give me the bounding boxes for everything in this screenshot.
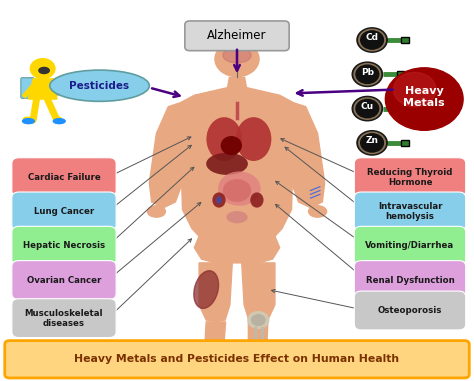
Text: Cd: Cd <box>365 33 379 42</box>
Polygon shape <box>149 103 182 208</box>
Polygon shape <box>205 322 226 354</box>
Circle shape <box>352 96 383 121</box>
Circle shape <box>356 99 379 118</box>
Text: Lung Cancer: Lung Cancer <box>34 207 94 216</box>
Text: Heavy
Metals: Heavy Metals <box>403 86 445 108</box>
FancyBboxPatch shape <box>185 21 289 51</box>
Text: Musculoskeletal
diseases: Musculoskeletal diseases <box>25 309 103 328</box>
FancyBboxPatch shape <box>5 341 469 378</box>
Polygon shape <box>194 236 280 263</box>
Text: Hepatic Necrosis: Hepatic Necrosis <box>23 241 105 250</box>
Ellipse shape <box>147 206 165 217</box>
Circle shape <box>359 132 385 154</box>
Circle shape <box>356 65 379 83</box>
Circle shape <box>385 68 463 130</box>
Ellipse shape <box>250 192 264 208</box>
Ellipse shape <box>104 88 123 98</box>
Ellipse shape <box>223 48 251 63</box>
FancyBboxPatch shape <box>354 291 465 330</box>
FancyBboxPatch shape <box>12 261 116 299</box>
Polygon shape <box>175 88 299 126</box>
FancyBboxPatch shape <box>12 192 116 231</box>
FancyBboxPatch shape <box>12 226 116 265</box>
Text: Renal Dysfunction: Renal Dysfunction <box>365 275 455 285</box>
Text: Pb: Pb <box>361 67 374 77</box>
FancyBboxPatch shape <box>354 261 465 299</box>
Ellipse shape <box>236 117 271 161</box>
FancyBboxPatch shape <box>12 299 116 338</box>
Ellipse shape <box>218 171 261 206</box>
Circle shape <box>359 29 385 51</box>
Text: Heavy Metals and Pesticides Effect on Human Health: Heavy Metals and Pesticides Effect on Hu… <box>74 354 400 364</box>
FancyBboxPatch shape <box>397 106 404 112</box>
Polygon shape <box>28 79 57 99</box>
Circle shape <box>361 134 383 152</box>
Ellipse shape <box>206 153 248 175</box>
Text: Alzheimer: Alzheimer <box>207 29 267 42</box>
FancyBboxPatch shape <box>401 37 409 43</box>
Text: Reducing Thyroid
Hormone: Reducing Thyroid Hormone <box>367 168 453 187</box>
Circle shape <box>357 28 387 52</box>
Circle shape <box>354 98 381 119</box>
Ellipse shape <box>53 119 65 123</box>
FancyBboxPatch shape <box>12 158 116 197</box>
Ellipse shape <box>227 211 247 223</box>
Polygon shape <box>292 103 325 208</box>
Polygon shape <box>228 77 246 88</box>
Circle shape <box>361 31 383 49</box>
Circle shape <box>252 315 265 325</box>
Ellipse shape <box>216 196 222 204</box>
Ellipse shape <box>212 192 226 208</box>
Circle shape <box>248 312 269 328</box>
Ellipse shape <box>23 119 35 123</box>
Ellipse shape <box>39 67 49 74</box>
Polygon shape <box>92 90 104 96</box>
FancyBboxPatch shape <box>354 192 465 231</box>
Circle shape <box>357 131 387 155</box>
Circle shape <box>354 64 381 85</box>
Text: Vomiting/Diarrhea: Vomiting/Diarrhea <box>365 241 455 250</box>
Polygon shape <box>248 322 268 354</box>
Polygon shape <box>199 263 232 322</box>
FancyBboxPatch shape <box>354 158 465 197</box>
Text: Osteoporosis: Osteoporosis <box>378 306 442 315</box>
FancyBboxPatch shape <box>354 226 465 265</box>
Circle shape <box>214 41 260 77</box>
Ellipse shape <box>194 271 219 308</box>
Ellipse shape <box>223 179 251 202</box>
Circle shape <box>352 62 383 86</box>
FancyBboxPatch shape <box>401 140 409 146</box>
Text: Zn: Zn <box>365 136 379 145</box>
Polygon shape <box>180 126 294 236</box>
Text: Cu: Cu <box>361 102 374 111</box>
FancyBboxPatch shape <box>397 71 404 77</box>
Polygon shape <box>242 263 275 322</box>
Circle shape <box>393 72 436 107</box>
Text: Pesticides: Pesticides <box>70 81 129 91</box>
Ellipse shape <box>220 136 242 155</box>
Text: Intravascular
hemolysis: Intravascular hemolysis <box>378 202 442 221</box>
Text: Ovarian Cancer: Ovarian Cancer <box>27 275 101 285</box>
Ellipse shape <box>50 70 149 101</box>
Text: Cardiac Failure: Cardiac Failure <box>27 173 100 182</box>
Circle shape <box>30 59 55 78</box>
Ellipse shape <box>206 117 242 161</box>
FancyBboxPatch shape <box>21 78 34 98</box>
Ellipse shape <box>309 206 327 217</box>
